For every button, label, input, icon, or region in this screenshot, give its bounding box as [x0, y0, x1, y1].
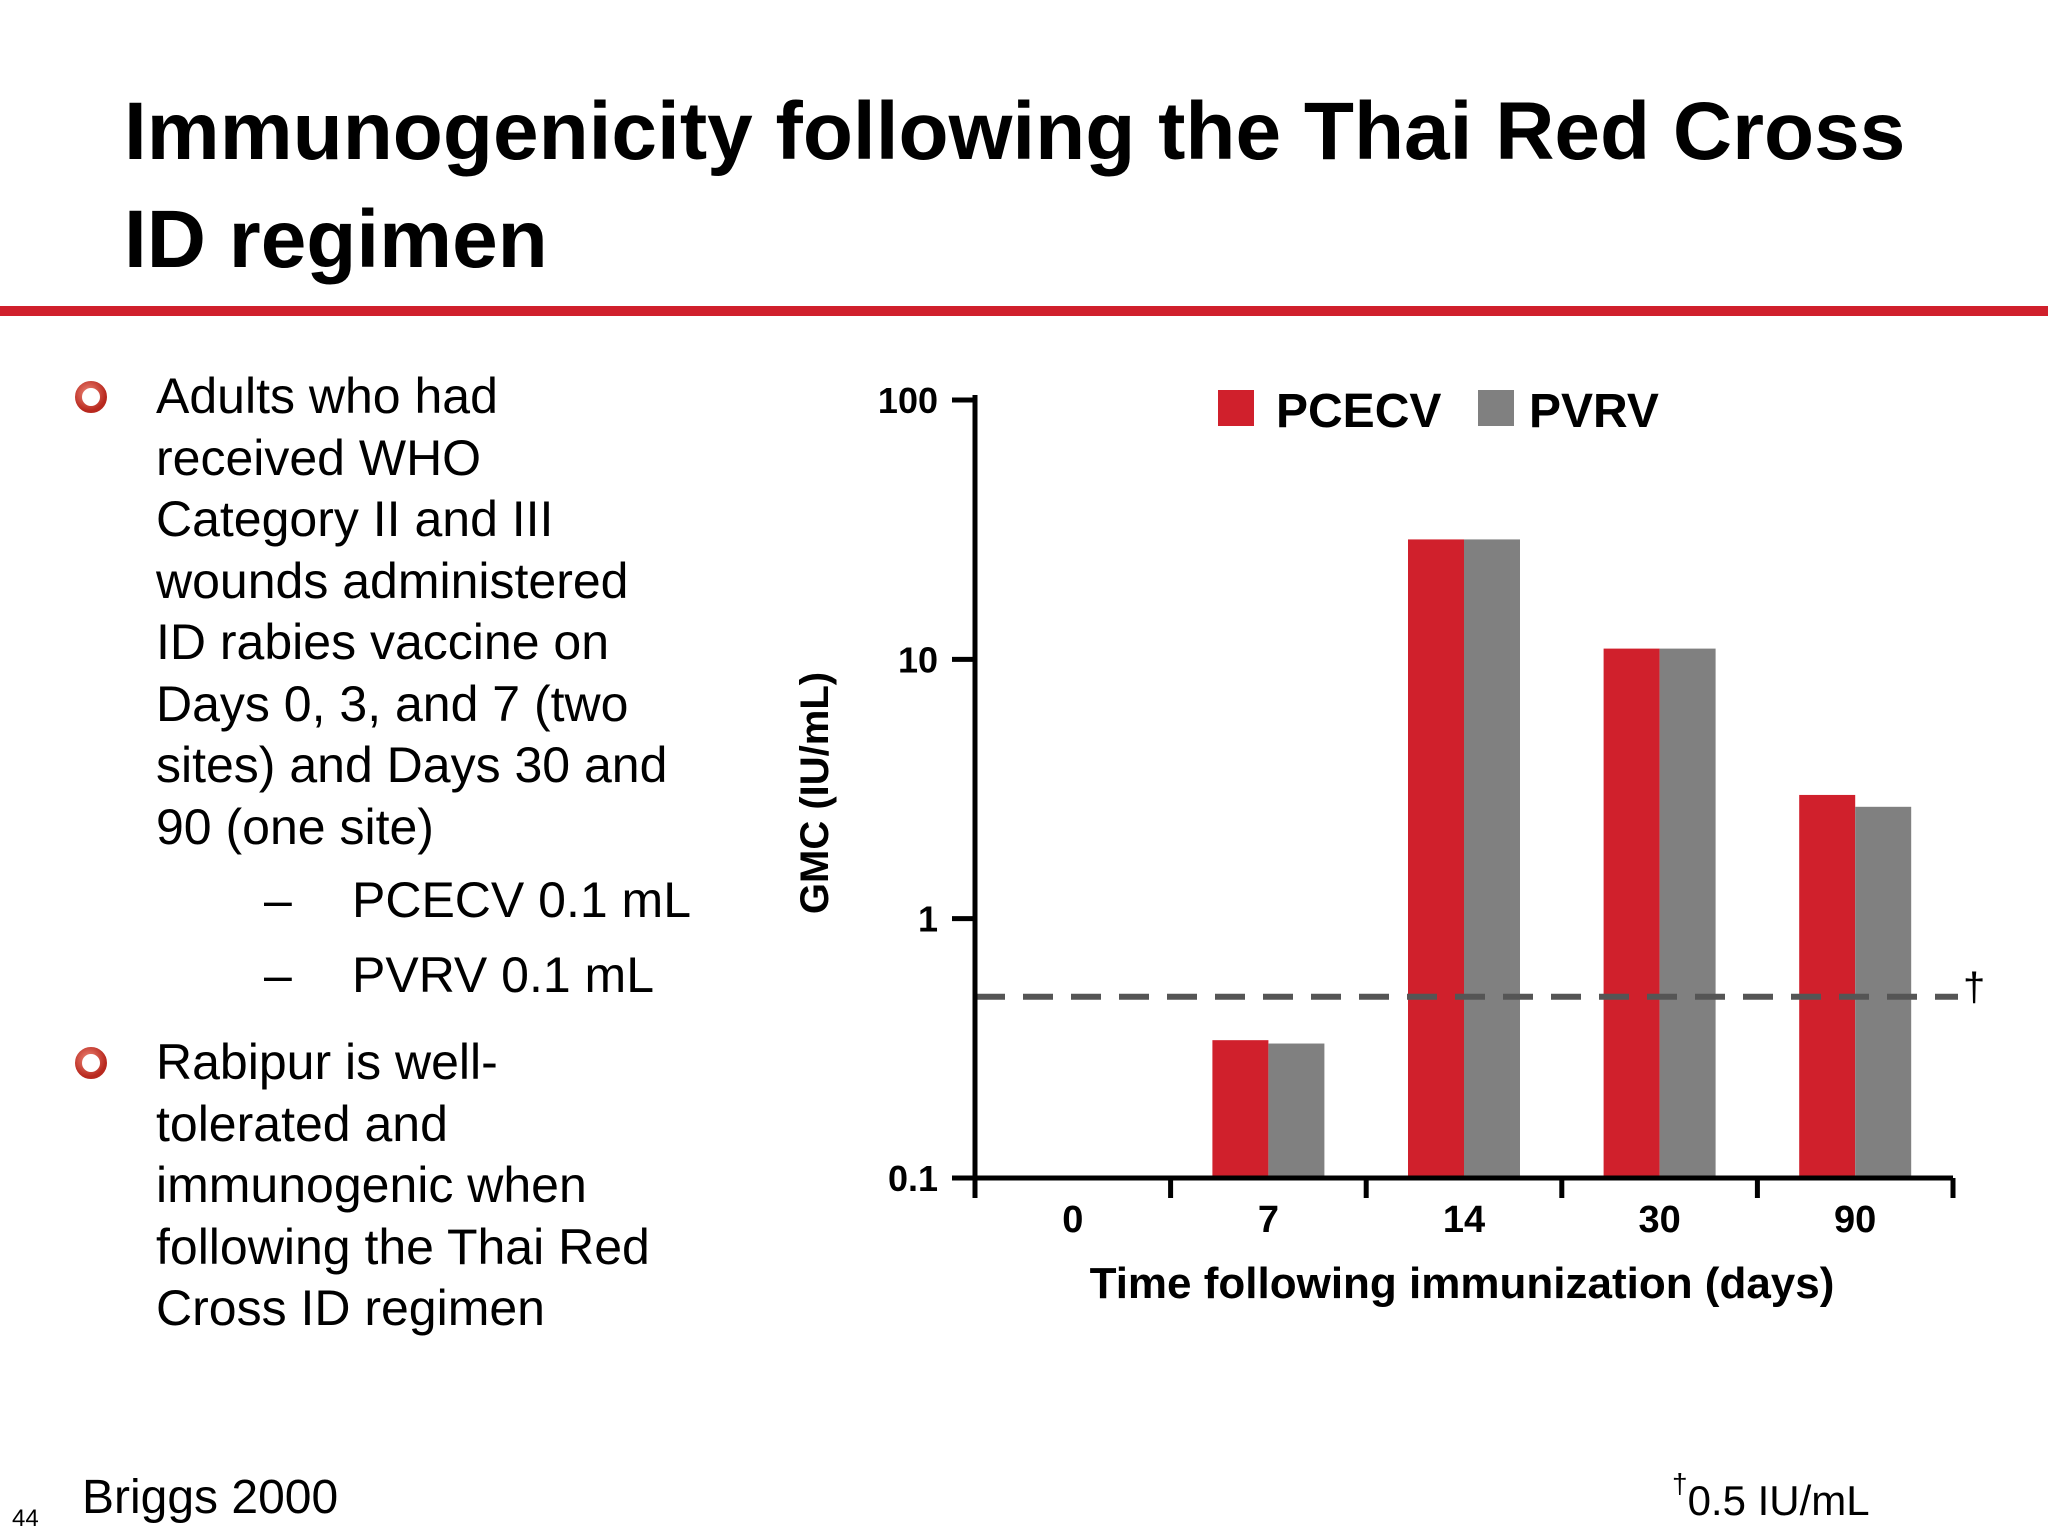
y-axis-ticks: 100 10 1 0.1 [878, 380, 975, 1199]
x-tick-label: 0 [1062, 1199, 1083, 1241]
legend-swatch-pcecv [1218, 390, 1254, 426]
bullet-list: Adults who had received WHO Category II … [64, 366, 764, 1340]
legend-label-pcecv: PCECV [1276, 385, 1441, 438]
sub-bullet-item-pcecv: – PCECV 0.1 mL [156, 870, 764, 945]
legend-swatch-pvrv [1478, 390, 1514, 426]
x-tick-label: 7 [1258, 1199, 1279, 1241]
slide-title: Immunogenicity following the Thai Red Cr… [124, 86, 1906, 285]
x-tick-label: 30 [1638, 1199, 1680, 1241]
bullet-item-conclusion: Rabipur is well- tolerated and immunogen… [64, 1032, 764, 1340]
chart-bars [1212, 539, 1912, 1178]
x-axis-ticks: 0 7 14 30 90 [972, 1178, 1956, 1241]
bar-pcecv-day-30 [1603, 648, 1660, 1178]
y-axis-label: GMC (IU/mL) [793, 672, 837, 914]
y-tick-label: 0.1 [888, 1158, 938, 1199]
bar-pvrv-day-7 [1268, 1043, 1325, 1178]
footnote-symbol: † [1672, 1468, 1688, 1499]
bullet-text: Rabipur is well- tolerated and immunogen… [156, 1034, 650, 1336]
threshold-dagger-label: † [1963, 966, 1985, 1010]
reference-citation: Briggs 2000 [82, 1471, 339, 1524]
bullet-text: Adults who had received WHO Category II … [156, 368, 668, 855]
bar-pcecv-day-14 [1408, 539, 1464, 1178]
dash-bullet: – [264, 947, 292, 1003]
sub-bullet-text: PVRV 0.1 mL [352, 947, 655, 1003]
chart-legend: PCECV PVRV [1218, 385, 1659, 438]
hollow-circle-bullet-icon [75, 1047, 107, 1079]
legend-label-pvrv: PVRV [1529, 385, 1659, 438]
bar-pcecv-day-90 [1799, 794, 1856, 1178]
x-axis-label: Time following immunization (days) [1090, 1259, 1835, 1308]
bullet-item-study-design: Adults who had received WHO Category II … [64, 366, 764, 1020]
y-tick-label: 100 [878, 380, 938, 421]
page-number: 44 [12, 1505, 39, 1532]
bar-pvrv-day-30 [1659, 648, 1716, 1178]
title-divider [0, 306, 2048, 316]
y-tick-label: 10 [898, 639, 938, 680]
footnote: †0.5 IU/mL [1672, 1470, 1870, 1526]
bar-pvrv-day-90 [1855, 806, 1912, 1178]
bar-pcecv-day-7 [1212, 1040, 1269, 1178]
sub-bullet-list: – PCECV 0.1 mL – PVRV 0.1 mL [156, 870, 764, 1020]
y-tick-label: 1 [918, 899, 938, 940]
bar-pvrv-day-14 [1464, 539, 1520, 1178]
footnote-text: 0.5 IU/mL [1687, 1477, 1870, 1524]
sub-bullet-text: PCECV 0.1 mL [352, 872, 692, 928]
sub-bullet-item-pvrv: – PVRV 0.1 mL [156, 945, 764, 1020]
x-tick-label: 14 [1443, 1199, 1485, 1241]
x-tick-label: 90 [1834, 1199, 1876, 1241]
hollow-circle-bullet-icon [75, 381, 107, 413]
dash-bullet: – [264, 872, 292, 928]
